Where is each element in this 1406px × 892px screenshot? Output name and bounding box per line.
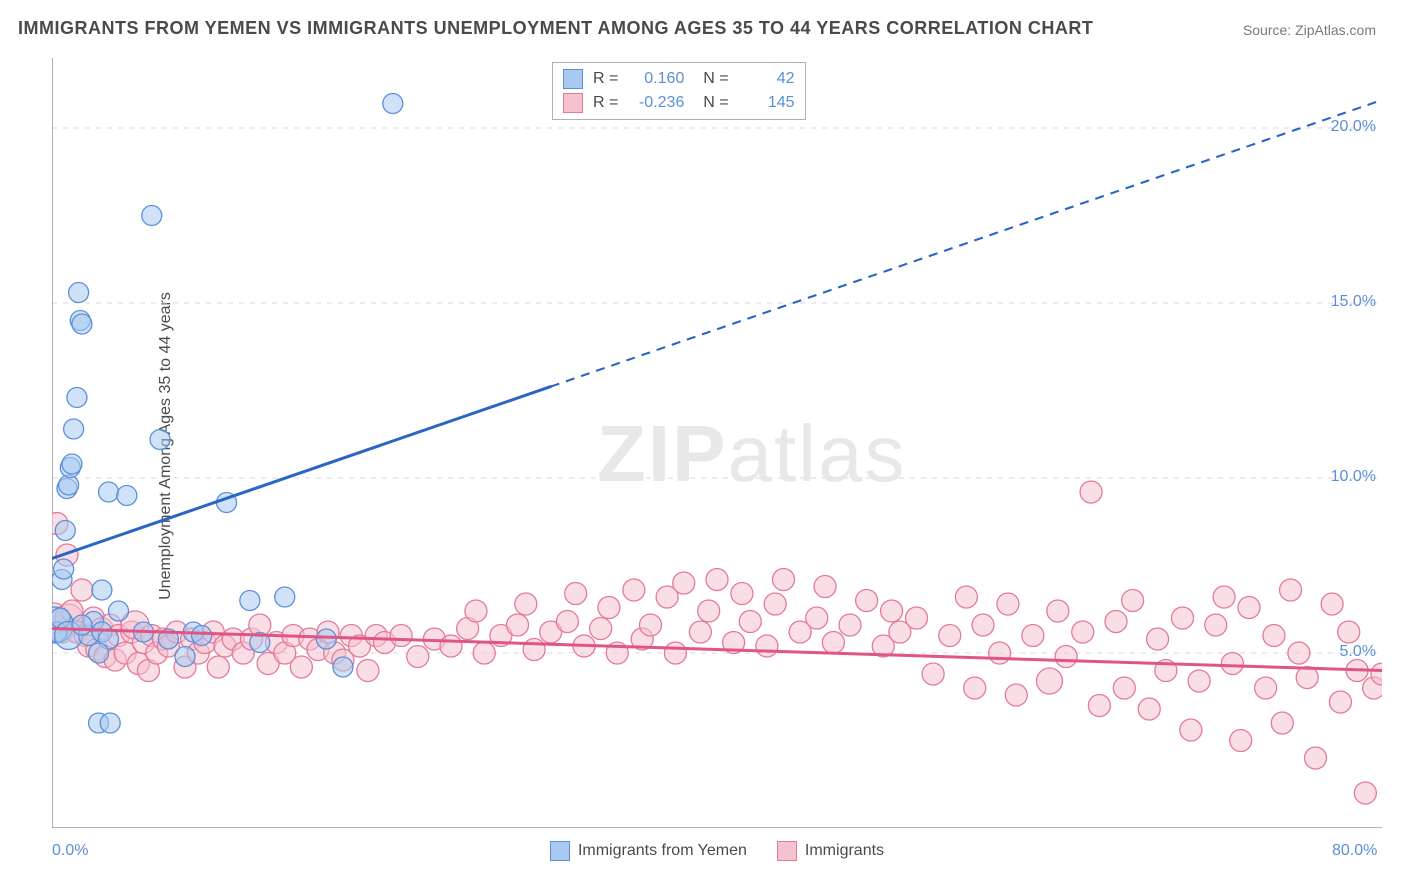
chart-title: IMMIGRANTS FROM YEMEN VS IMMIGRANTS UNEM… (18, 18, 1093, 39)
legend-swatch-icon (550, 841, 570, 861)
legend-item: Immigrants (777, 841, 884, 861)
stats-swatch-icon (563, 93, 583, 113)
legend-label: Immigrants from Yemen (578, 842, 747, 860)
source-attribution: Source: ZipAtlas.com (1243, 22, 1376, 38)
chart-svg (52, 58, 1382, 828)
stats-r-label: R = (593, 67, 618, 91)
stats-swatch-icon (563, 69, 583, 89)
legend-label: Immigrants (805, 842, 884, 860)
chart-plot-area: ZIPatlas R =0.160 N =42R =-0.236 N =145 … (52, 58, 1382, 828)
stats-n-label: N = (694, 67, 728, 91)
y-tick-label: 15.0% (1331, 293, 1376, 311)
stats-row-yemen: R = 0.160 N = 42 (563, 67, 795, 91)
stats-r-label: R = (593, 91, 618, 115)
y-tick-label: 20.0% (1331, 118, 1376, 136)
stats-r-value: 0.160 (628, 67, 684, 91)
stats-row-immigrants: R = -0.236 N = 145 (563, 91, 795, 115)
legend-swatch-icon (777, 841, 797, 861)
legend-item: Immigrants from Yemen (550, 841, 747, 861)
stats-legend-box: R = 0.160 N = 42 R = -0.236 N = 145 (552, 62, 806, 120)
stats-n-value: 145 (739, 91, 795, 115)
stats-r-value: -0.236 (628, 91, 684, 115)
legend-bottom: Immigrants from Yemen Immigrants (52, 838, 1382, 864)
y-tick-label: 5.0% (1340, 643, 1376, 661)
y-tick-label: 10.0% (1331, 468, 1376, 486)
stats-n-label: N = (694, 91, 728, 115)
stats-n-value: 42 (739, 67, 795, 91)
